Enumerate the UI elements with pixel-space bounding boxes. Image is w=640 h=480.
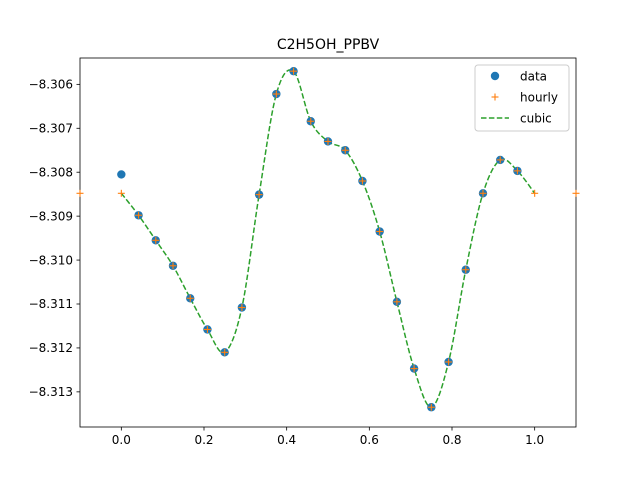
hourly-point (152, 236, 160, 244)
x-tick-label: 0.2 (194, 433, 213, 447)
hourly-point (255, 191, 263, 199)
y-tick-label: −8.313 (29, 385, 73, 399)
y-tick-label: −8.306 (29, 78, 73, 92)
legend-marker-data (490, 71, 500, 81)
hourly-point (462, 266, 470, 274)
hourly-point (290, 67, 298, 75)
hourly-point (117, 189, 125, 197)
hourly-point (135, 211, 143, 219)
legend: data hourly cubic (474, 64, 570, 132)
hourly-point (221, 348, 229, 356)
hourly-point (341, 146, 349, 154)
legend-label: cubic (520, 111, 552, 125)
hourly-point (427, 403, 435, 411)
x-tick-label: 0.0 (112, 433, 131, 447)
hourly-point (513, 167, 521, 175)
y-tick-label: −8.308 (29, 165, 73, 179)
legend-label: data (520, 69, 547, 83)
axes-frame (79, 57, 577, 428)
hourly-point (324, 137, 332, 145)
hourly-point (479, 189, 487, 197)
hourly-point (572, 189, 580, 197)
hourly-point (272, 90, 280, 98)
hourly-point (393, 298, 401, 306)
hourly-point (496, 156, 504, 164)
hourly-point (307, 117, 315, 125)
hourly-point (358, 177, 366, 185)
x-tick-label: 0.4 (277, 433, 296, 447)
y-tick-label: −8.309 (29, 209, 73, 223)
hourly-point (531, 189, 539, 197)
x-tick-label: 1.0 (525, 433, 544, 447)
hourly-point (238, 304, 246, 312)
hourly-point (410, 365, 418, 373)
legend-box (474, 64, 570, 132)
hourly-point (76, 189, 84, 197)
hourly-point (376, 228, 384, 236)
chart-title: C2H5OH_PPBV (277, 37, 380, 53)
y-tick-label: −8.310 (29, 253, 73, 267)
hourly-point (186, 294, 194, 302)
y-tick-label: −8.311 (29, 297, 73, 311)
plot-area: 0.0 0.2 0.4 0.6 0.8 1.0 −8.313 −8.312 −8.311 −8.3… (29, 57, 580, 447)
legend-label: hourly (520, 90, 558, 104)
y-tick-label: −8.307 (29, 121, 73, 135)
x-tick-label: 0.6 (360, 433, 379, 447)
hourly-point (169, 262, 177, 270)
hourly-point (445, 358, 453, 366)
y-tick-label: −8.312 (29, 341, 73, 355)
data-point (117, 170, 126, 179)
x-tick-label: 0.8 (442, 433, 461, 447)
hourly-point (203, 325, 211, 333)
